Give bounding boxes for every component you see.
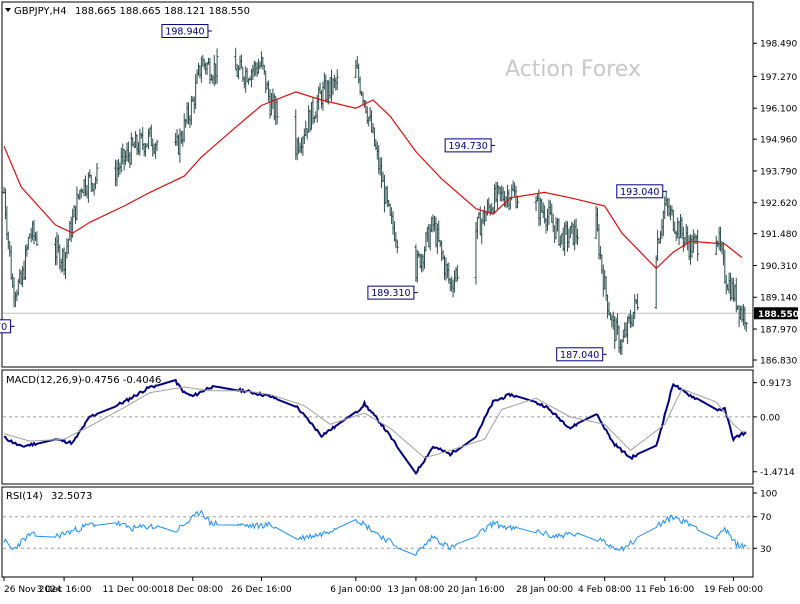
rsi-line	[3, 509, 747, 556]
annotation-box	[161, 24, 209, 39]
ohlc-readout: 188.665 188.665 188.121 188.550	[75, 6, 250, 17]
price-annotations: 198.940 188.070 194.730 189.310 193.040 187.0…	[0, 24, 667, 362]
annotation-box	[616, 184, 664, 199]
y-tick-label: 190.310	[760, 262, 797, 272]
x-tick-label: 26 Nov 2024	[4, 585, 62, 595]
y-tick-label: 193.790	[760, 167, 797, 177]
x-tick-label: 3 Dec 16:00	[37, 585, 92, 595]
moving-average-line	[3, 91, 743, 270]
macd-y-tick-label: -1.4714	[760, 468, 795, 478]
macd-panel: 0.9173 0.00 -1.4714	[3, 378, 795, 478]
macd-title: MACD(12,26,9)	[6, 375, 82, 386]
y-tick-label: 191.480	[760, 230, 797, 240]
annotation-box	[444, 138, 492, 153]
y-tick-label: 196.100	[760, 105, 797, 115]
y-tick-label: 186.830	[760, 357, 797, 367]
x-tick-label: 4 Feb 08:00	[578, 585, 632, 595]
current-price-label: 188.550	[758, 310, 799, 320]
y-tick-label: 197.270	[760, 73, 797, 83]
annotation-label: 189.310	[371, 288, 410, 299]
macd-y-tick-label: 0.9173	[760, 379, 792, 389]
x-tick-label: 11 Dec 00:00	[102, 585, 163, 595]
rsi-y-tick-label: 100	[760, 490, 777, 500]
annotation-label: 194.730	[448, 141, 487, 152]
rsi-y-tick-label: 70	[760, 513, 772, 523]
x-tick-label: 19 Feb 00:00	[704, 585, 763, 595]
macd-values: -0.4756 -0.4046	[81, 375, 161, 386]
ohlc-bars	[2, 47, 748, 355]
macd-signal-line	[3, 386, 747, 459]
main-header: GBPJPY,H4 188.665 188.665 188.121 188.55…	[5, 6, 250, 17]
watermark: Action Forex	[505, 57, 641, 82]
x-tick-label: 18 Dec 08:00	[163, 585, 224, 595]
x-tick-label: 28 Jan 00:00	[516, 585, 573, 595]
collapse-triangle-icon[interactable]	[5, 8, 11, 12]
annotation-box	[367, 285, 415, 300]
rsi-value: 32.5073	[51, 491, 92, 502]
macd-y-tick-label: 0.00	[760, 413, 780, 423]
x-tick-label: 6 Jan 00:00	[330, 585, 382, 595]
current-price-tag	[754, 307, 798, 320]
x-tick-label: 13 Jan 08:00	[387, 585, 444, 595]
annotation-box	[556, 347, 604, 362]
rsi-y-tick-label: 30	[760, 545, 772, 555]
annotation-label: 188.070	[0, 322, 7, 333]
annotation-label: 198.940	[165, 27, 204, 38]
y-tick-label: 192.620	[760, 199, 797, 209]
rsi-panel-frame	[1, 486, 754, 578]
annotation-box	[0, 319, 12, 334]
x-tick-label: 11 Feb 16:00	[635, 585, 694, 595]
macd-line	[3, 378, 747, 475]
y-tick-label: 198.490	[760, 40, 797, 50]
rsi-title: RSI(14)	[6, 491, 43, 502]
x-tick-label: 26 Dec 16:00	[231, 585, 292, 595]
symbol-title: GBPJPY,H4	[14, 6, 67, 17]
y-tick-label: 189.140	[760, 294, 797, 304]
y-tick-label: 187.970	[760, 326, 797, 336]
x-tick-label: 20 Jan 16:00	[447, 585, 504, 595]
main-panel-frame	[1, 1, 754, 368]
annotation-label: 193.040	[620, 187, 659, 198]
annotation-label: 187.040	[560, 350, 599, 361]
rsi-panel: 100 70 30	[3, 490, 777, 556]
price-panel: 198.490 197.270 196.100 194.960 193.790 192.6…	[0, 24, 799, 367]
y-tick-label: 194.960	[760, 136, 797, 146]
macd-panel-frame	[1, 369, 754, 485]
